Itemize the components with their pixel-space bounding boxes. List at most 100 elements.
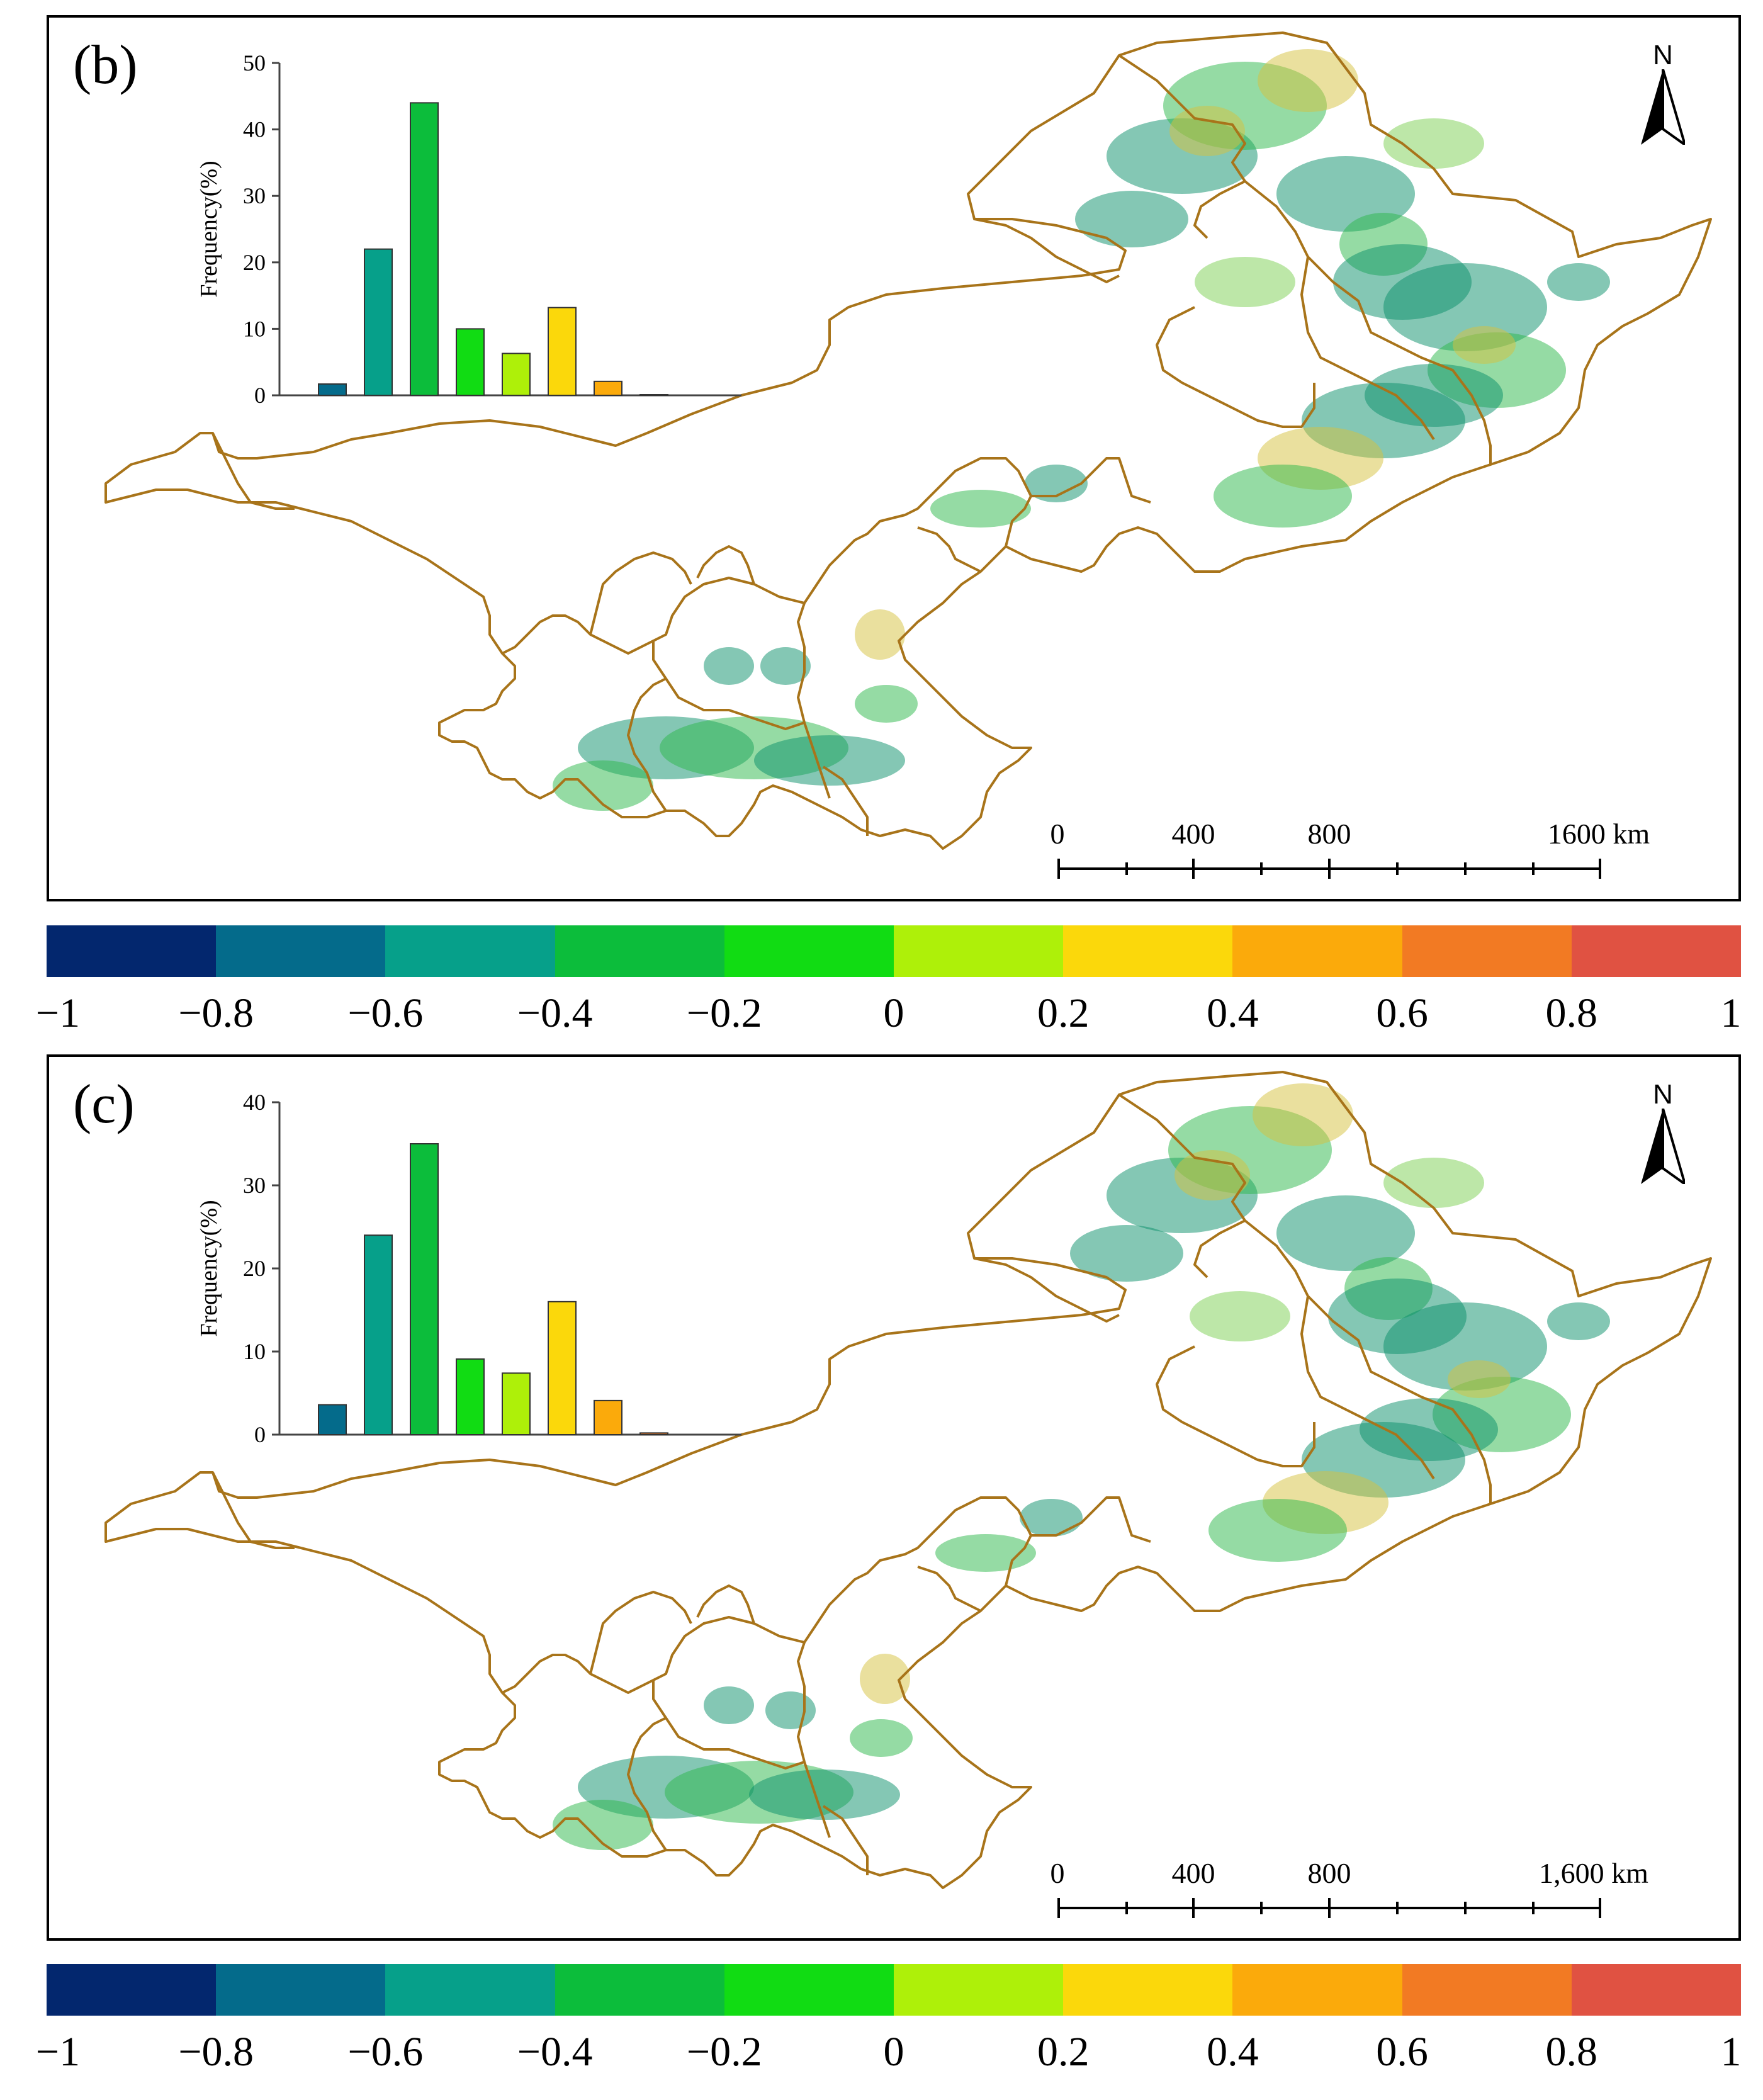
province-boundary xyxy=(627,677,667,812)
vegetation-patch xyxy=(1276,1195,1415,1271)
colorbar-swatch-4 xyxy=(724,1964,894,2016)
vegetation-pixels xyxy=(553,49,1610,811)
province-boundaries xyxy=(104,1071,1712,1889)
north-arrow: N xyxy=(1638,42,1688,155)
province-boundary xyxy=(1005,457,1151,547)
histogram-bar xyxy=(410,1143,439,1435)
vegetation-patch xyxy=(1383,118,1484,169)
colorbar-tick-label: 0.6 xyxy=(1376,2029,1428,2075)
colorbar-tick-label: 1 xyxy=(1720,2029,1742,2075)
colorbar-tick-label: −1 xyxy=(35,990,81,1036)
province-boundary xyxy=(917,526,981,573)
scale-label-0: 0 xyxy=(1050,1857,1065,1889)
scale-bar-ruler xyxy=(1057,859,1601,879)
y-tick-label: 50 xyxy=(243,50,266,76)
colorbar-legend: −1 −0.8 −0.6 −0.4 −0.2 0 0.2 0.4 0.6 0.8 1 xyxy=(36,925,1742,1058)
vegetation-patch xyxy=(1383,1158,1484,1208)
colorbar-swatch-4 xyxy=(724,925,894,977)
province-boundary xyxy=(589,1591,692,1674)
y-tick-label: 20 xyxy=(243,1256,266,1281)
province-boundary xyxy=(696,545,755,585)
colorbar-swatch-0 xyxy=(47,1964,217,2016)
y-tick-label: 30 xyxy=(243,183,266,208)
histogram-bar xyxy=(548,1301,577,1435)
colorbar-swatch-5 xyxy=(894,1964,1064,2016)
scale-label-1600: 1600 km xyxy=(1547,818,1650,850)
histogram-bar xyxy=(502,1372,531,1436)
colorbar-tick-label: −0.4 xyxy=(517,2029,593,2075)
colorbar-tick-labels: −1 −0.8 −0.6 −0.4 −0.2 0 0.2 0.4 0.6 0.8 1 xyxy=(36,2016,1742,2085)
province-boundary xyxy=(822,765,869,836)
vegetation-patch xyxy=(553,1800,653,1850)
region-map xyxy=(104,31,1712,850)
province-boundary xyxy=(1300,1296,1435,1480)
histogram-bar xyxy=(364,1234,393,1435)
province-boundary xyxy=(974,218,1120,283)
province-boundary xyxy=(974,1257,1120,1323)
histogram-bar xyxy=(318,1404,347,1435)
province-boundary xyxy=(502,614,654,655)
vegetation-patch xyxy=(765,1691,816,1729)
colorbar-swatch-1 xyxy=(216,1964,386,2016)
vegetation-patch xyxy=(1383,1302,1547,1391)
colorbar-swatch-2 xyxy=(385,925,555,977)
province-boundary xyxy=(211,432,295,510)
north-label: N xyxy=(1653,1079,1673,1110)
map-panel-c: (c) 0 10 20 30 40 Frequency(%) N 0 400 800 1,… xyxy=(47,1054,1741,1941)
vegetation-patch xyxy=(1195,257,1295,307)
north-arrow: N xyxy=(1638,1081,1688,1194)
colorbar-swatch-7 xyxy=(1232,925,1402,977)
scale-label-400: 400 xyxy=(1171,1857,1215,1889)
vegetation-patch xyxy=(760,647,811,685)
y-tick-label: 10 xyxy=(243,316,266,341)
y-axis-label: Frequency(%) xyxy=(196,1200,222,1336)
colorbar-tick-label: −0.8 xyxy=(178,990,254,1036)
map-panel-b: (b) 0 10 20 30 40 50 Frequency(%) N 0 400 800 … xyxy=(47,15,1741,901)
vegetation-patch xyxy=(1208,1499,1347,1562)
colorbar-swatch-3 xyxy=(555,925,724,977)
colorbar-tick-label: 0.2 xyxy=(1037,2029,1090,2075)
scale-bar-ruler xyxy=(1057,1898,1601,1918)
province-boundary xyxy=(652,1616,805,1770)
province-boundary xyxy=(696,1584,755,1624)
vegetation-patch xyxy=(1453,326,1516,364)
north-label: N xyxy=(1653,40,1673,71)
colorbar-tick-label: −0.4 xyxy=(517,990,593,1036)
y-tick-label: 40 xyxy=(243,1090,266,1115)
colorbar-swatch-5 xyxy=(894,925,1064,977)
vegetation-patch xyxy=(704,1686,754,1724)
histogram-bar xyxy=(548,307,577,396)
vegetation-patch xyxy=(749,1770,900,1820)
colorbar-swatches xyxy=(47,1964,1742,2016)
province-boundary xyxy=(822,1805,869,1875)
colorbar-swatch-2 xyxy=(385,1964,555,2016)
y-tick-label: 30 xyxy=(243,1173,266,1198)
vegetation-patch xyxy=(850,1719,913,1757)
colorbar-tick-label: 1 xyxy=(1720,990,1742,1036)
vegetation-patch xyxy=(855,685,918,723)
colorbar-swatch-9 xyxy=(1571,1964,1742,2016)
province-boundary xyxy=(589,551,692,635)
region-outline xyxy=(104,1071,1712,1889)
vegetation-patch xyxy=(1383,263,1547,351)
scale-bar: 0 400 800 1,600 km xyxy=(1050,1856,1648,1932)
histogram-bar xyxy=(594,1399,622,1436)
histogram-bar xyxy=(456,328,485,396)
frequency-histogram: 0 10 20 30 40 50 Frequency(%) xyxy=(196,50,741,408)
vegetation-patch xyxy=(1547,263,1610,301)
colorbar-legend: −1 −0.8 −0.6 −0.4 −0.2 0 0.2 0.4 0.6 0.8 1 xyxy=(36,1964,1742,2096)
colorbar-tick-label: −1 xyxy=(35,2029,81,2075)
region-map xyxy=(104,1071,1712,1889)
colorbar-swatch-6 xyxy=(1063,925,1233,977)
vegetation-patch xyxy=(1070,1225,1183,1282)
vegetation-patch xyxy=(704,647,754,685)
region-outline xyxy=(104,31,1712,850)
north-arrow-icon xyxy=(1641,1109,1685,1184)
scale-bar: 0 400 800 1600 km xyxy=(1050,817,1650,893)
y-tick-label: 40 xyxy=(243,117,266,142)
province-boundary xyxy=(1156,306,1315,428)
colorbar-tick-label: −0.6 xyxy=(347,990,424,1036)
colorbar-tick-label: 0.4 xyxy=(1207,990,1259,1036)
vegetation-patch xyxy=(860,1654,910,1704)
colorbar-swatch-8 xyxy=(1402,925,1572,977)
